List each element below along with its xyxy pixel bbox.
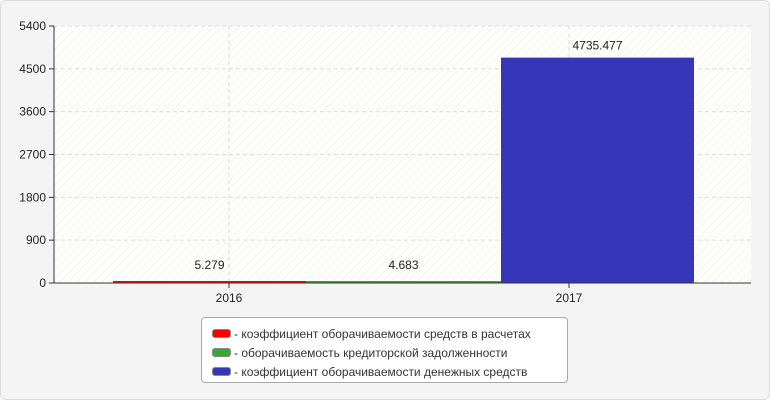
bar (113, 281, 306, 283)
legend-swatch (212, 348, 231, 357)
legend-swatch (212, 329, 231, 338)
bar (306, 281, 501, 283)
bar-chart: 5.279 4.683 4735.477 0 900 1800 2700 3600 4500 5… (19, 19, 751, 305)
legend-swatch (212, 367, 231, 376)
legend-label: - оборачиваемость кредиторской задолженн… (234, 345, 508, 360)
data-label: 4.683 (388, 258, 418, 272)
x-tick-label: 2016 (216, 291, 243, 305)
legend-label: - коэффициент оборачиваемости средств в … (234, 326, 531, 341)
y-tick-label: 1800 (19, 190, 46, 204)
data-label: 5.279 (194, 258, 224, 272)
legend: - коэффициент оборачиваемости средств в … (201, 317, 568, 383)
legend-item: - коэффициент оборачиваемости денежных с… (212, 362, 567, 381)
y-tick-label: 900 (26, 233, 46, 247)
legend-item: - оборачиваемость кредиторской задолженн… (212, 343, 567, 362)
legend-label: - коэффициент оборачиваемости денежных с… (234, 364, 528, 379)
y-tick-label: 4500 (19, 62, 46, 76)
legend-item: - коэффициент оборачиваемости средств в … (212, 324, 567, 343)
data-label: 4735.477 (572, 39, 622, 53)
y-tick-label: 0 (39, 276, 46, 290)
y-tick-label: 3600 (19, 105, 46, 119)
y-tick-label: 2700 (19, 148, 46, 162)
y-tick-label: 5400 (19, 19, 46, 33)
bar (501, 57, 694, 283)
x-tick-label: 2017 (556, 291, 583, 305)
